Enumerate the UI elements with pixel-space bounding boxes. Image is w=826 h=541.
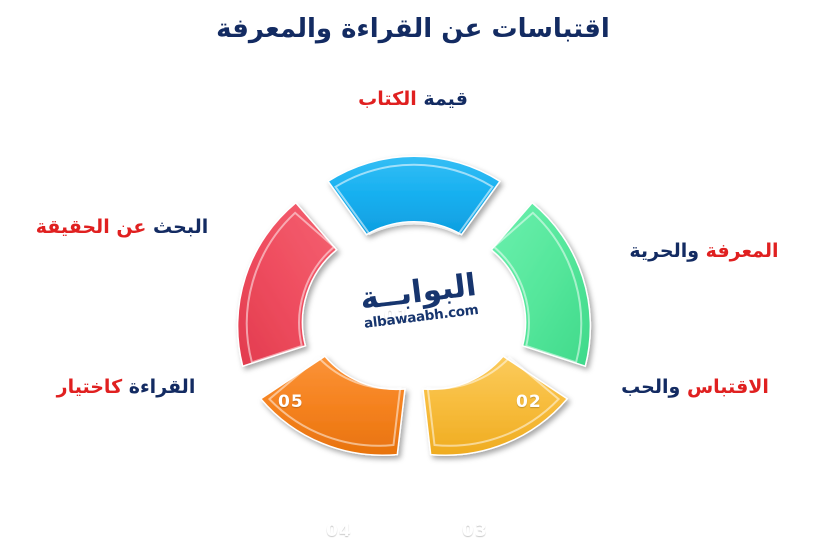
label-01-part-b: الكتاب (358, 88, 417, 110)
label-01-part-a: قيمة (423, 88, 468, 110)
infographic-canvas: اقتباسات عن القراءة والمعرفة (0, 14, 826, 541)
label-segment-01: قيمة الكتاب (0, 88, 826, 111)
page-title: اقتباسات عن القراءة والمعرفة (216, 14, 610, 44)
label-04-part-a: القراءة (128, 376, 196, 398)
segment-02[interactable] (490, 201, 592, 368)
segment-number-03: 03 (462, 521, 488, 541)
segment-number-04: 04 (326, 521, 352, 541)
albawaabh-logo: البوابــة albawaabh.com (344, 258, 494, 344)
label-05-part-b: عن الحقيقة (35, 216, 147, 238)
label-segment-05: البحث عن الحقيقة (14, 216, 230, 239)
segment-05[interactable] (236, 201, 338, 368)
label-segment-02: المعرفة والحرية (596, 240, 812, 263)
label-segment-04: القراءة كاختيار (18, 376, 234, 399)
label-05-part-a: البحث (153, 216, 209, 238)
label-03-part-a: الاقتباس (686, 376, 769, 398)
label-segment-03: الاقتباس والحب (578, 376, 812, 399)
label-02-part-b: والحرية (629, 240, 700, 262)
label-02-part-a: المعرفة (705, 240, 779, 262)
segment-03[interactable] (422, 355, 569, 456)
label-03-part-b: والحب (621, 376, 681, 398)
label-04-part-b: كاختيار (56, 376, 123, 398)
segment-01[interactable] (327, 155, 501, 236)
